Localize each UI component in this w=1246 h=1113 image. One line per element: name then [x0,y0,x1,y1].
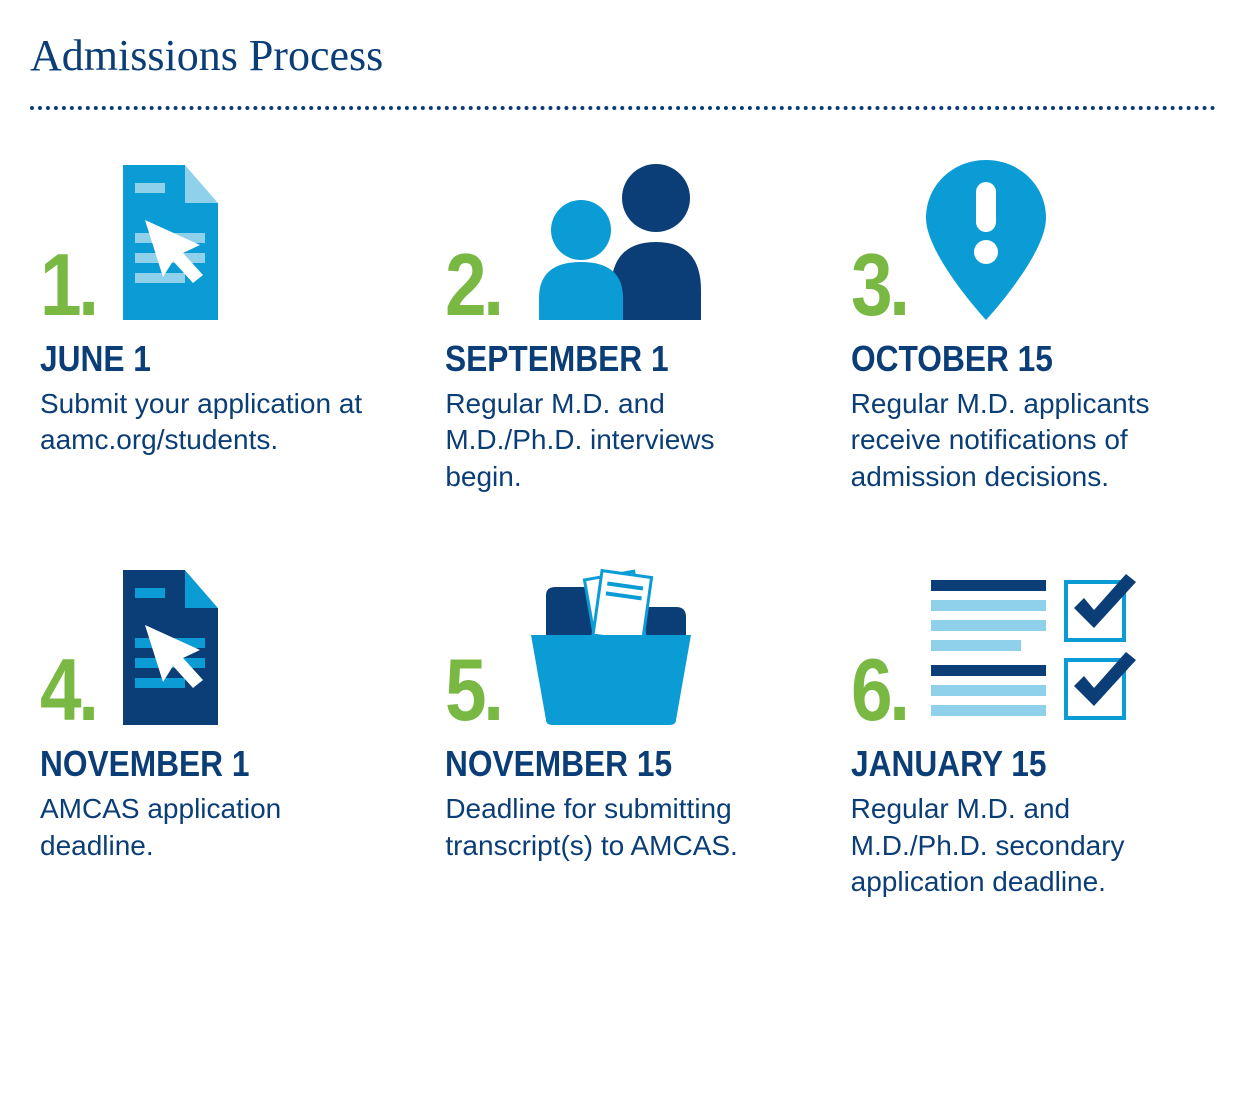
step-number: 4. [40,655,96,725]
step-description: Regular M.D. and M.D./Ph.D. interviews b… [445,386,785,495]
step-number: 3. [851,250,907,320]
step-number: 5. [445,655,501,725]
step-date: NOVEMBER 15 [445,743,758,785]
page-title: Admissions Process [30,30,1216,81]
step-4: 4. NOVEMBER 1 AMCAS application deadline… [40,565,395,900]
people-icon [521,160,721,320]
step-3: 3. OCTOBER 15 Regular M.D. applicants re… [851,160,1206,495]
step-number: 2. [445,250,501,320]
steps-grid: 1. JUNE 1 Submit your application at aam… [30,160,1216,900]
step-2: 2. SEPTEMBER 1 Regular M.D. and M.D./Ph.… [445,160,800,495]
document-cursor-icon [115,160,245,320]
step-description: Deadline for submitting transcript(s) to… [445,791,785,864]
map-pin-exclaim-icon [926,160,1046,320]
step-5: 5. NOVEMBER 15 Deadline for submittin [445,565,800,900]
step-date: SEPTEMBER 1 [445,338,758,380]
step-description: Submit your application at aamc.org/stud… [40,386,380,459]
step-1: 1. JUNE 1 Submit your application at aam… [40,160,395,495]
divider-dotted [30,106,1216,110]
step-number: 6. [851,655,907,725]
step-date: JANUARY 15 [851,743,1164,785]
step-number: 1. [40,250,96,320]
folder-papers-icon [521,565,701,725]
document-cursor-dark-icon [115,565,245,725]
step-6: 6. JANUARY 15 Regular M.D. and M.D [851,565,1206,900]
checklist-icon [926,565,1136,725]
step-description: AMCAS application deadline. [40,791,380,864]
step-description: Regular M.D. and M.D./Ph.D. secondary ap… [851,791,1191,900]
step-date: JUNE 1 [40,338,353,380]
step-date: NOVEMBER 1 [40,743,353,785]
step-description: Regular M.D. applicants receive notifica… [851,386,1191,495]
step-date: OCTOBER 15 [851,338,1164,380]
